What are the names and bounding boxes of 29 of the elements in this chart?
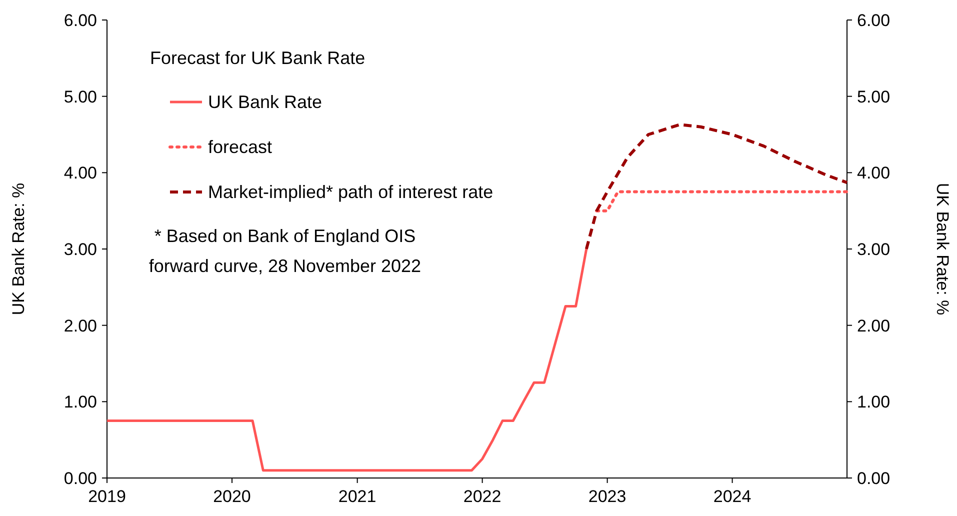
- y2-tick-label: 5.00: [857, 87, 890, 106]
- annotation: * Based on Bank of England OIS forward curve, 28 November 2022: [148, 226, 422, 276]
- legend-title: Forecast for UK Bank Rate: [150, 48, 366, 68]
- legend-label: forecast: [208, 137, 272, 157]
- x-tick-label: 2024: [713, 487, 752, 506]
- legend-label: Market-implied* path of interest rate: [208, 182, 494, 202]
- x-tick-label: 2019: [88, 487, 126, 506]
- y-tick-label: 2.00: [64, 316, 97, 336]
- y-tick-label: 6.00: [64, 11, 97, 30]
- y2-tick-label: 6.00: [857, 11, 890, 30]
- x-tick-label: 2022: [463, 487, 502, 506]
- y-tick-label: 5.00: [64, 87, 97, 106]
- y2-tick-label: 2.00: [857, 316, 890, 336]
- y2-axis-title: UK Bank Rate: %: [933, 182, 952, 316]
- y-tick-label: 3.00: [64, 240, 97, 259]
- line-series: [106, 248, 588, 472]
- y2-tick-label: 3.00: [857, 240, 890, 259]
- y-tick-label: 0.00: [64, 469, 97, 488]
- x-tick-label: 2023: [588, 487, 626, 506]
- x-tick-label: 2020: [213, 487, 251, 506]
- legend-label: UK Bank Rate: [208, 92, 322, 112]
- x-tick-label: 2021: [338, 487, 376, 506]
- y-tick-label: 4.00: [64, 164, 97, 183]
- y2-tick-label: 4.00: [857, 164, 890, 183]
- line-series: [584, 123, 848, 250]
- y2-tick-label: 1.00: [857, 392, 890, 412]
- y-tick-label: 1.00: [64, 392, 97, 412]
- y-axis-title: UK Bank Rate: %: [9, 182, 28, 316]
- y2-tick-label: 0.00: [857, 469, 890, 488]
